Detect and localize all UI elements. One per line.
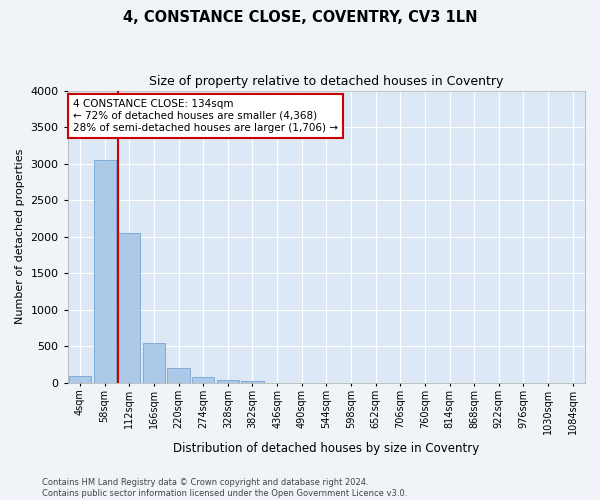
Text: 4, CONSTANCE CLOSE, COVENTRY, CV3 1LN: 4, CONSTANCE CLOSE, COVENTRY, CV3 1LN	[123, 10, 477, 25]
Bar	[192, 378, 214, 383]
Bar	[241, 380, 263, 383]
Bar	[167, 368, 190, 383]
Bar	[118, 233, 140, 383]
Text: 4 CONSTANCE CLOSE: 134sqm
← 72% of detached houses are smaller (4,368)
28% of se: 4 CONSTANCE CLOSE: 134sqm ← 72% of detac…	[73, 100, 338, 132]
Title: Size of property relative to detached houses in Coventry: Size of property relative to detached ho…	[149, 75, 503, 88]
X-axis label: Distribution of detached houses by size in Coventry: Distribution of detached houses by size …	[173, 442, 479, 455]
Bar	[143, 344, 165, 383]
Y-axis label: Number of detached properties: Number of detached properties	[15, 149, 25, 324]
Text: Contains HM Land Registry data © Crown copyright and database right 2024.
Contai: Contains HM Land Registry data © Crown c…	[42, 478, 407, 498]
Bar	[217, 380, 239, 383]
Bar	[69, 376, 91, 383]
Bar	[94, 160, 116, 383]
